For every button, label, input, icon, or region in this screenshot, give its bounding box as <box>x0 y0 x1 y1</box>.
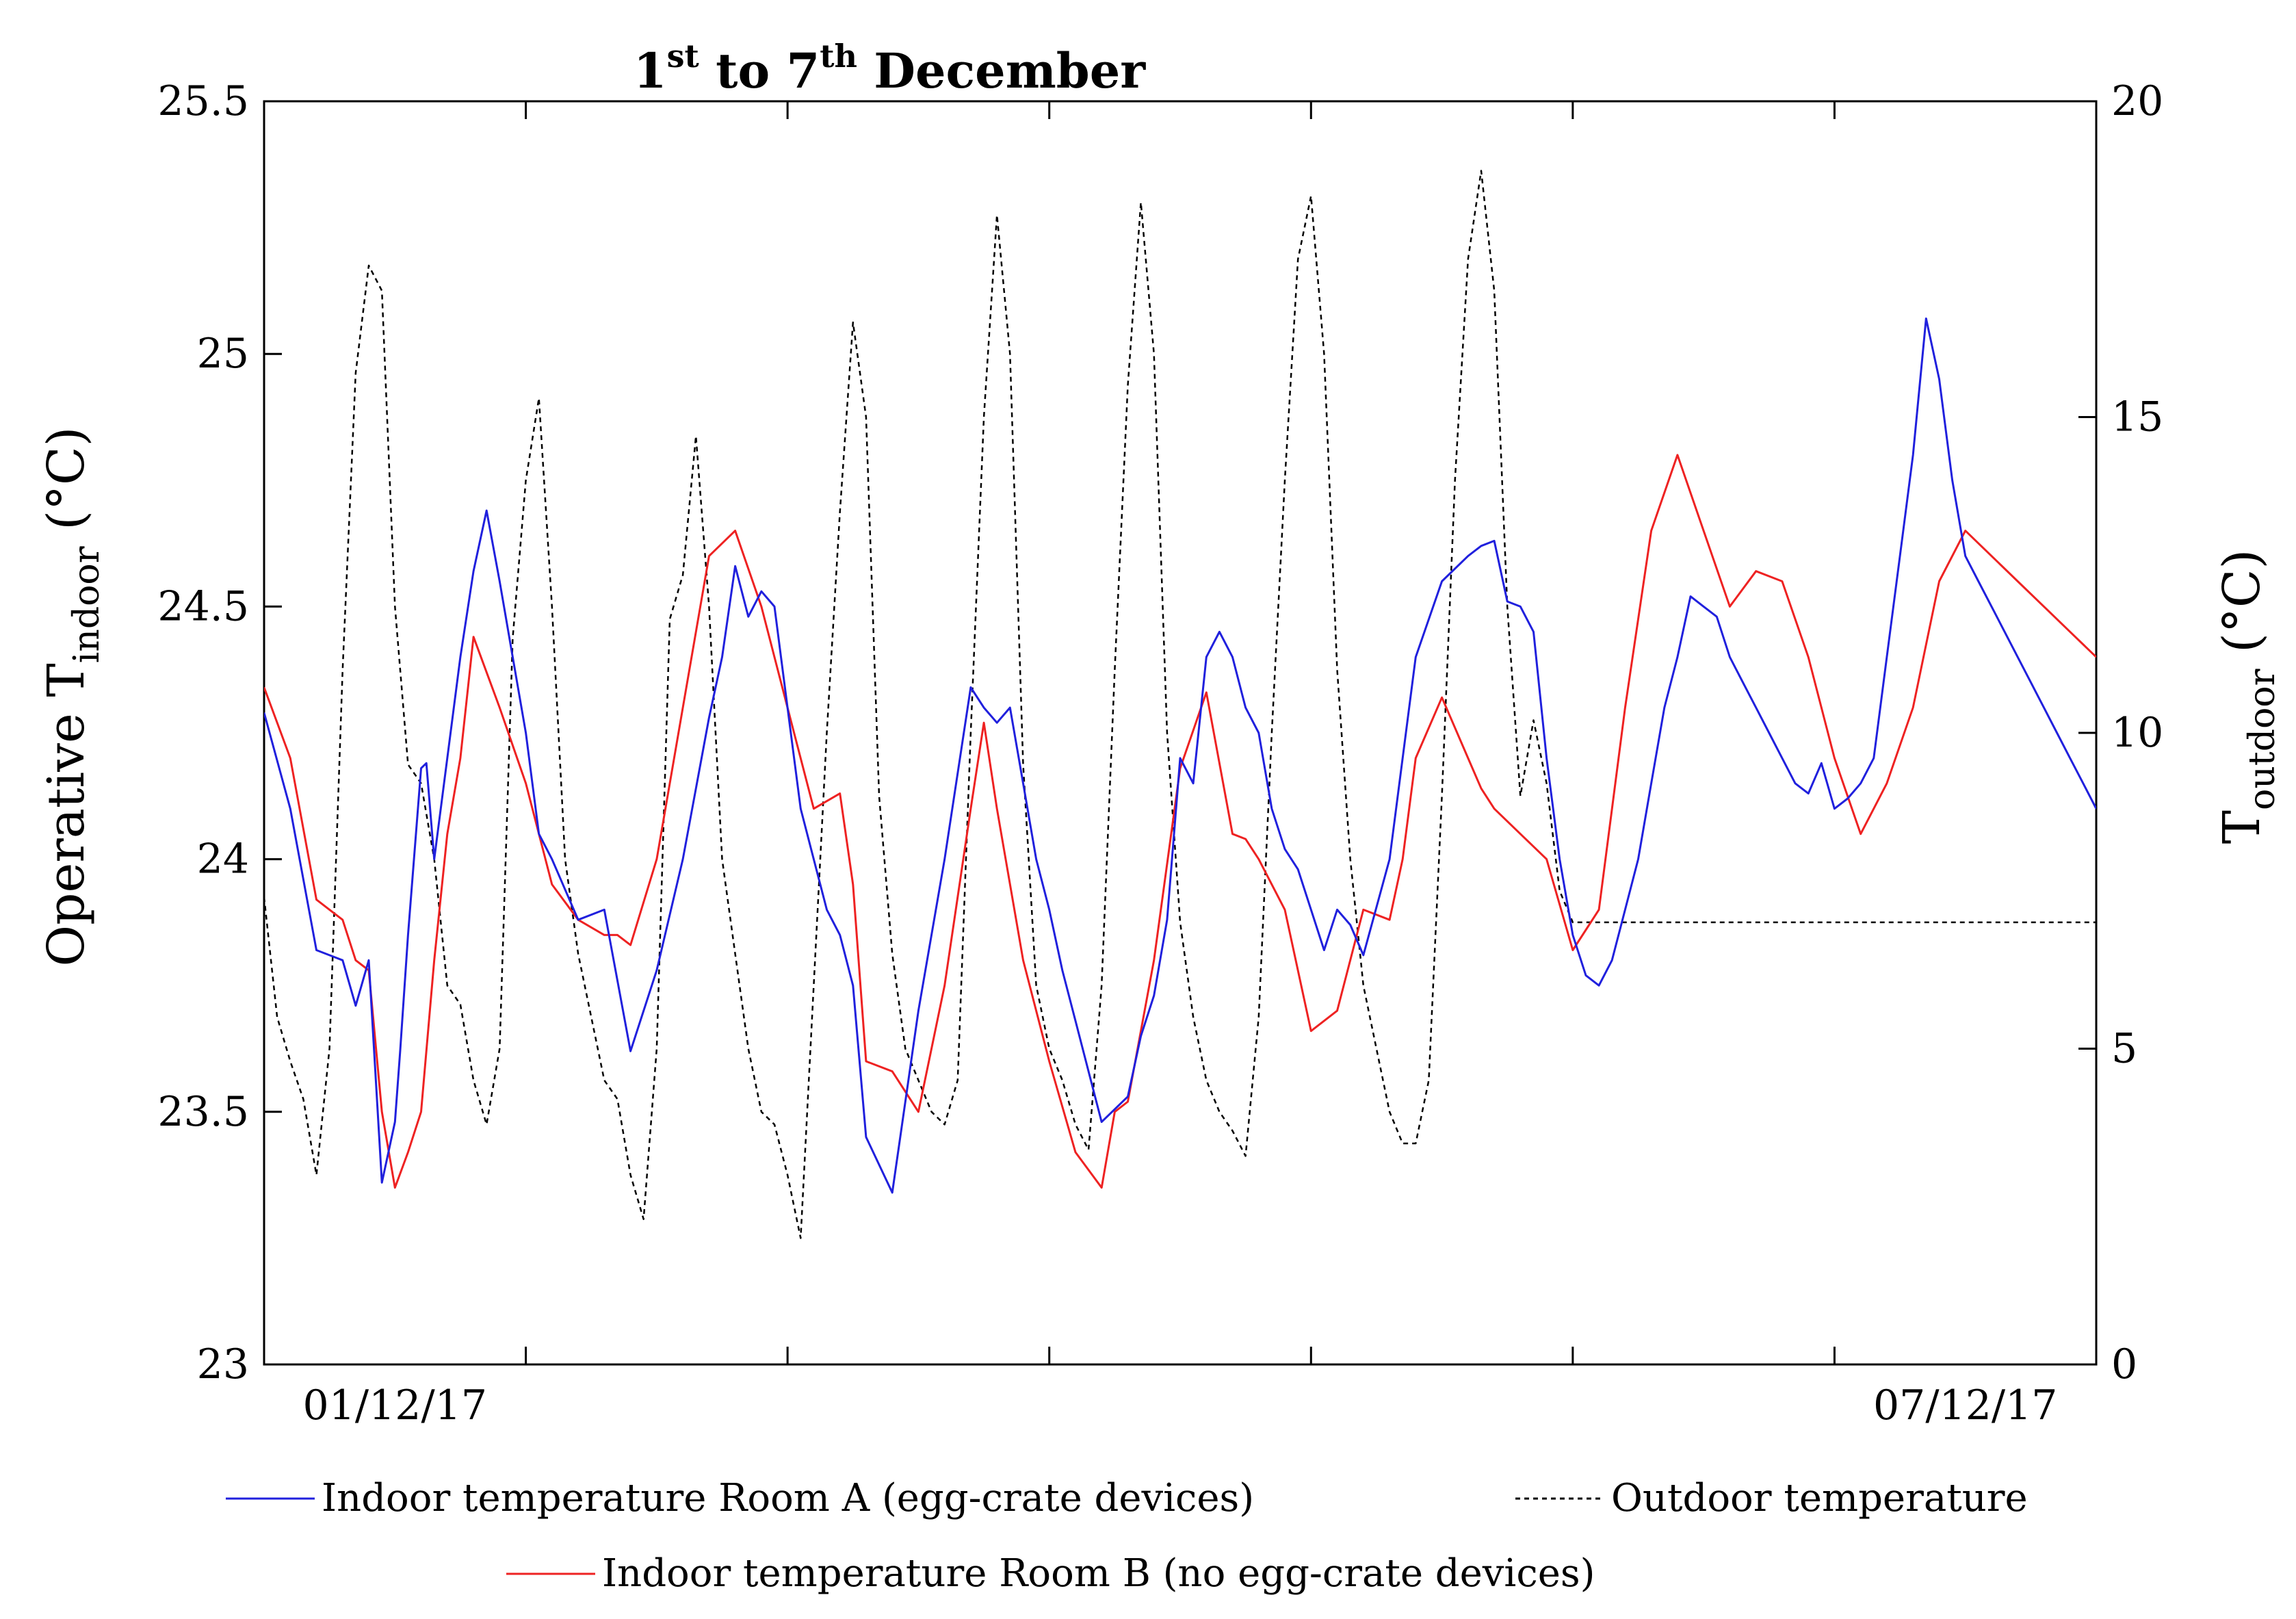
y-right-tick-label: 15 <box>2111 393 2163 441</box>
y-right-tick-label: 20 <box>2111 77 2163 125</box>
y-left-tick-label: 24 <box>197 836 249 883</box>
plot-frame <box>263 100 2098 1366</box>
y-right-tick-label: 10 <box>2111 709 2163 757</box>
plot-area: 23 23.5 24 24.5 25 25.5 0 5 10 15 20 01/12/17 07/12/… <box>157 77 2163 1429</box>
series-line-room-b <box>264 454 2096 1189</box>
series-line-outdoor <box>264 170 2096 1239</box>
y-left-tick-label: 25.5 <box>157 77 249 125</box>
y-axis-right-label: Toutdoor (°C) <box>2213 549 2283 844</box>
x-tick-label: 07/12/17 <box>1873 1382 2057 1429</box>
y-left-tick-label: 25 <box>197 330 249 378</box>
chart-title: 1st to 7th December <box>634 38 1146 99</box>
y-left-tick-label: 23.5 <box>157 1088 249 1136</box>
y-left-tick-label: 24.5 <box>157 582 249 630</box>
legend-label-outdoor: Outdoor temperature <box>1611 1476 2028 1520</box>
series-line-room-a <box>264 318 2096 1194</box>
legend-label-room-a: Indoor temperature Room A (egg-crate dev… <box>322 1476 1254 1520</box>
y-right-tick-label: 0 <box>2111 1340 2137 1388</box>
legend: Indoor temperature Room A (egg-crate dev… <box>226 1476 2028 1596</box>
y-axis-left-label: Operative Tindoor (°C) <box>37 427 107 967</box>
y-left-tick-label: 23 <box>197 1340 249 1388</box>
x-tick-label: 01/12/17 <box>303 1382 487 1429</box>
legend-label-room-b: Indoor temperature Room B (no egg-crate … <box>602 1551 1595 1596</box>
y-right-tick-label: 5 <box>2111 1025 2137 1073</box>
